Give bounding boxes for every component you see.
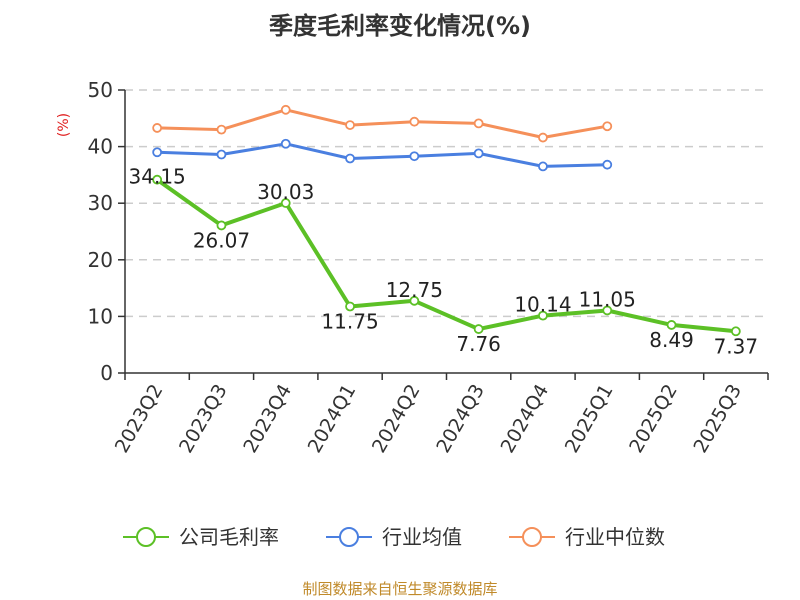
x-tick-label: 2025Q3 bbox=[689, 381, 746, 457]
x-tick-label: 2025Q1 bbox=[561, 381, 618, 457]
data-point bbox=[538, 310, 548, 321]
data-point bbox=[280, 138, 291, 149]
data-point bbox=[602, 159, 613, 170]
data-label: 26.07 bbox=[193, 228, 250, 252]
legend-swatch-marker bbox=[522, 527, 542, 547]
data-label: 30.03 bbox=[257, 180, 314, 204]
axes bbox=[118, 89, 769, 380]
data-labels: 34.15 26.07 30.03 11.75 12.75 7.76 10.14 11.05 8… bbox=[129, 165, 759, 359]
x-tick-label: 2023Q3 bbox=[175, 381, 232, 457]
y-tick-label: 0 bbox=[100, 361, 113, 385]
y-tick-label: 30 bbox=[88, 191, 113, 215]
x-tick-labels: 2023Q2 2023Q3 2023Q4 2024Q1 2024Q2 2024Q3 2024… bbox=[111, 381, 746, 457]
data-label: 7.76 bbox=[456, 332, 501, 356]
chart-title: 季度毛利率变化情况(%) bbox=[269, 12, 531, 40]
data-point bbox=[409, 295, 420, 306]
data-point bbox=[409, 116, 420, 127]
x-tick-label: 2024Q4 bbox=[497, 381, 554, 457]
data-point bbox=[602, 121, 613, 132]
data-label: 10.14 bbox=[514, 293, 571, 317]
x-tick-label: 2024Q2 bbox=[368, 381, 425, 457]
data-label: 8.49 bbox=[649, 328, 694, 352]
x-tick-label: 2024Q3 bbox=[432, 381, 489, 457]
data-label: 7.37 bbox=[714, 334, 759, 358]
legend-item-label: 行业中位数 bbox=[565, 525, 665, 549]
grid-lines bbox=[125, 89, 768, 318]
legend-swatch-marker bbox=[136, 527, 156, 547]
legend-swatch-marker bbox=[339, 527, 359, 547]
data-point bbox=[280, 198, 291, 208]
y-tick-label: 40 bbox=[88, 135, 113, 159]
data-point bbox=[473, 118, 484, 129]
data-point bbox=[730, 326, 741, 337]
series-group bbox=[152, 104, 741, 337]
legend: 公司毛利率 行业均值 行业中位数 bbox=[123, 525, 665, 549]
data-label: 34.15 bbox=[129, 165, 186, 189]
data-point bbox=[473, 148, 484, 159]
data-point bbox=[345, 153, 355, 164]
data-point bbox=[216, 124, 227, 135]
data-point bbox=[216, 149, 227, 160]
data-point bbox=[345, 301, 355, 312]
data-point bbox=[473, 324, 484, 334]
data-point bbox=[602, 305, 613, 316]
data-point bbox=[409, 151, 420, 162]
data-point bbox=[216, 220, 227, 231]
data-point bbox=[280, 104, 291, 115]
y-tick-label: 50 bbox=[88, 78, 113, 102]
x-tick-label: 2023Q2 bbox=[111, 381, 168, 457]
series-line-1 bbox=[157, 142, 608, 168]
data-label: 12.75 bbox=[386, 278, 443, 302]
data-label: 11.05 bbox=[579, 287, 636, 311]
y-axis-unit: (%) bbox=[56, 113, 72, 137]
x-tick-label: 2023Q4 bbox=[239, 381, 296, 457]
y-tick-labels: 0 10 20 30 40 50 bbox=[88, 78, 113, 385]
data-point bbox=[666, 320, 677, 330]
x-tick-label: 2024Q1 bbox=[304, 381, 361, 457]
legend-item-label: 行业均值 bbox=[382, 525, 462, 549]
y-tick-label: 20 bbox=[88, 248, 113, 272]
data-label: 11.75 bbox=[321, 309, 378, 333]
footer-source: 制图数据来自恒生聚源数据库 bbox=[302, 580, 497, 598]
series-line-2 bbox=[157, 108, 608, 139]
data-point bbox=[152, 174, 163, 185]
data-point bbox=[538, 161, 548, 172]
y-tick-label: 10 bbox=[88, 304, 113, 328]
data-point bbox=[152, 147, 163, 158]
data-point bbox=[345, 120, 355, 130]
data-point bbox=[152, 123, 163, 133]
data-point bbox=[538, 132, 548, 143]
legend-item-label: 公司毛利率 bbox=[179, 525, 279, 549]
series-line-0 bbox=[156, 178, 737, 334]
x-tick-label: 2025Q2 bbox=[625, 381, 682, 457]
